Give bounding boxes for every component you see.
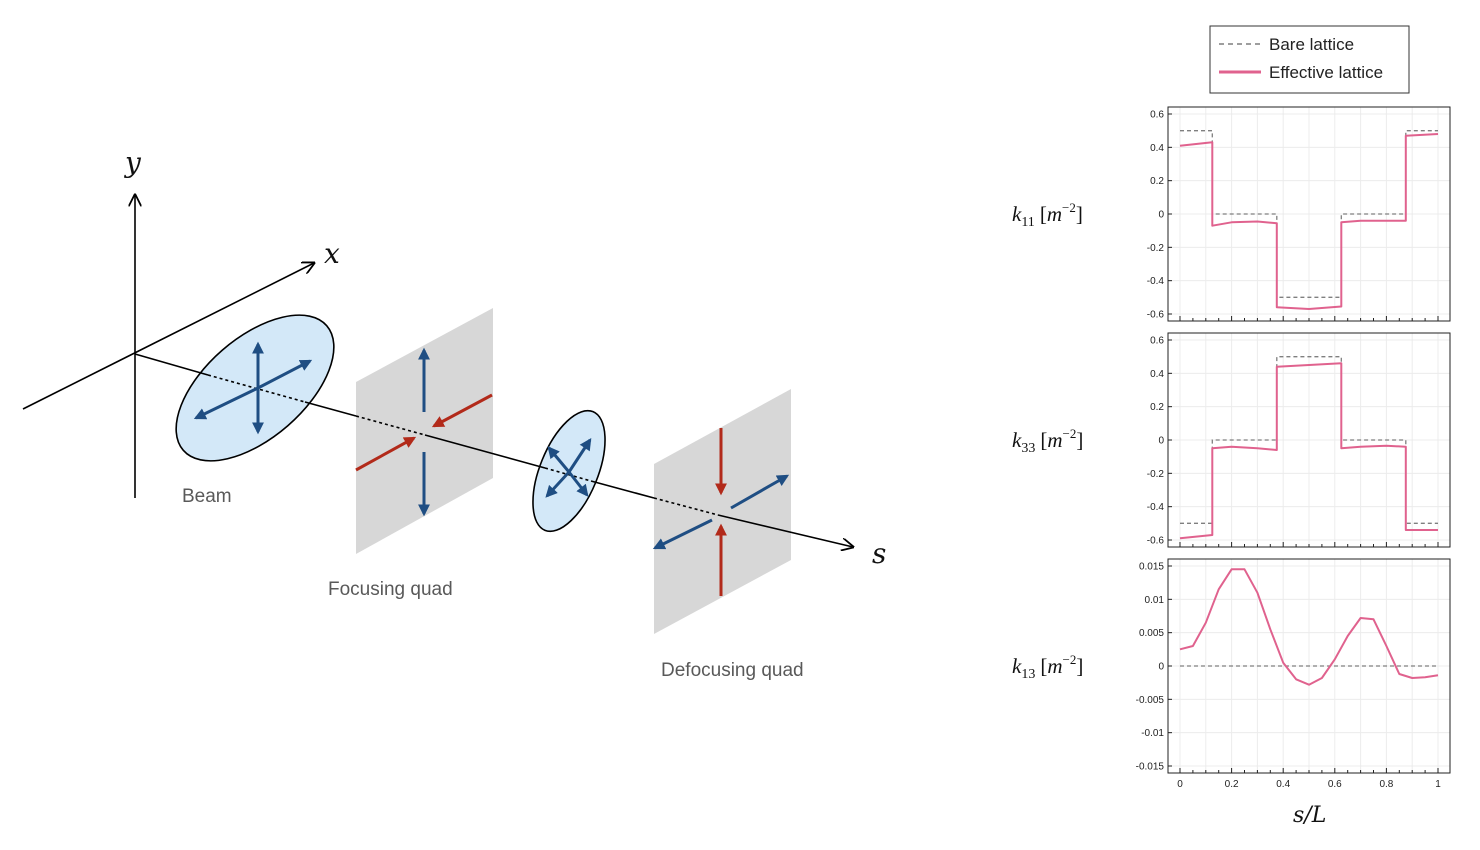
y-tick-label: 0.6 — [1150, 336, 1164, 347]
k13-panel: 0.015 0.01 0.005 0 -0.005 -0.01 -0.015 0 0.2 0.4 0… — [1012, 558, 1451, 790]
defocusing-quad-arrows — [652, 428, 790, 596]
y-tick-label: 0.4 — [1150, 143, 1164, 154]
y-tick-label: 0.6 — [1150, 110, 1164, 121]
beam-label: Beam — [182, 486, 232, 507]
small-beam-arrows — [545, 437, 592, 498]
x-axis-label: x — [324, 237, 340, 270]
y-tick-label: -0.4 — [1147, 502, 1165, 513]
y-tick-label: -0.6 — [1147, 310, 1165, 321]
y-tick-label: -0.4 — [1147, 276, 1165, 287]
effective-lattice-line — [1179, 133, 1439, 310]
beam-arrows — [193, 341, 313, 435]
legend-box — [1209, 25, 1410, 94]
defocusing-quad-label: Defocusing quad — [661, 660, 804, 681]
y-tick-label: -0.2 — [1147, 469, 1165, 480]
y-tick-label: 0.005 — [1139, 628, 1164, 639]
y-tick-label: -0.2 — [1147, 243, 1165, 254]
y-tick-label: 0 — [1158, 210, 1164, 221]
legend-bare-label: Bare lattice — [1269, 35, 1354, 54]
beam-diagram: y x s — [22, 146, 886, 681]
x-tick-label: 0.2 — [1225, 779, 1239, 790]
k11-panel: 0.6 0.4 0.2 0 -0.2 -0.4 -0.6 k11 [m−2] — [1012, 106, 1451, 322]
focusing-quad-arrows — [355, 347, 493, 517]
y-tick-label: -0.6 — [1147, 536, 1165, 547]
y-tick-label: 0 — [1158, 436, 1164, 447]
y-tick-label: 0.015 — [1139, 562, 1164, 573]
y-axis-label: k33 [m−2] — [1012, 426, 1083, 456]
y-tick-label: -0.005 — [1136, 695, 1165, 706]
y-tick-label: 0.2 — [1150, 176, 1164, 187]
y-tick-label: 0 — [1158, 662, 1164, 673]
effective-lattice-line — [1179, 568, 1439, 686]
y-axis-label: y — [123, 146, 142, 179]
x-tick-label: 0.8 — [1379, 779, 1393, 790]
focusing-quad-plane — [356, 308, 493, 554]
defocusing-quad-plane — [654, 389, 791, 634]
y-tick-label: -0.01 — [1141, 728, 1164, 739]
y-axis-label: k13 [m−2] — [1012, 652, 1083, 682]
y-tick-label: 0.2 — [1150, 402, 1164, 413]
x-axis-title: s/L — [1293, 803, 1326, 828]
focusing-quad-label: Focusing quad — [328, 579, 453, 600]
y-tick-label: 0.4 — [1150, 369, 1164, 380]
y-axis-label: k11 [m−2] — [1012, 200, 1083, 230]
x-tick-label: 0.4 — [1276, 779, 1290, 790]
effective-lattice-line — [1179, 362, 1438, 540]
k33-panel: 0.6 0.4 0.2 0 -0.2 -0.4 -0.6 k33 [m−2] — [1012, 332, 1451, 548]
s-axis-label: s — [872, 537, 886, 570]
legend-effective-label: Effective lattice — [1269, 63, 1383, 82]
x-axis-line — [22, 263, 314, 410]
y-tick-label: -0.015 — [1136, 762, 1165, 773]
x-tick-label: 1 — [1435, 779, 1441, 790]
x-tick-label: 0 — [1177, 779, 1183, 790]
legend: Bare lattice Effective lattice — [1209, 25, 1410, 94]
x-tick-label: 0.6 — [1328, 779, 1342, 790]
y-tick-label: 0.01 — [1145, 595, 1165, 606]
